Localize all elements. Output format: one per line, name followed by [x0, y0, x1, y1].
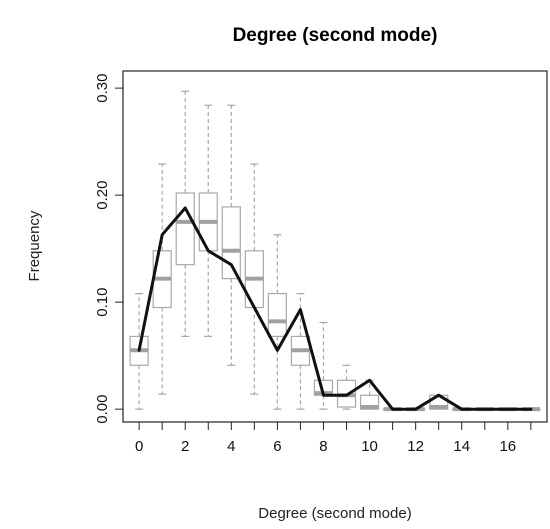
x-axis-label: Degree (second mode)	[258, 505, 411, 522]
box-9	[336, 364, 357, 410]
box-iqr	[175, 192, 195, 266]
frequency-line	[137, 206, 533, 411]
chart-title: Degree (second mode)	[233, 25, 438, 46]
line-layer	[137, 206, 533, 411]
x-tick-label-4: 4	[227, 438, 235, 455]
x-tick-label-2: 2	[181, 438, 189, 455]
x-axis: 0 2 4 6 8 10 12 14 16	[135, 422, 532, 455]
y-tick-label-3: 0.30	[94, 74, 111, 103]
boxplot-layer	[129, 90, 541, 412]
box-3	[198, 104, 218, 337]
x-tick-label-10: 10	[361, 438, 378, 455]
x-tick-label-12: 12	[407, 438, 424, 455]
box-6	[267, 234, 287, 410]
y-tick-label-2: 0.20	[94, 181, 111, 210]
x-tick-label-16: 16	[499, 438, 516, 455]
y-tick-label-1: 0.10	[94, 288, 111, 317]
y-tick-label-0: 0.00	[94, 395, 111, 424]
y-axis: 0.00 0.10 0.20 0.30	[94, 74, 123, 424]
box-5	[244, 163, 264, 395]
y-axis-label: Frequency	[26, 210, 43, 281]
box-7	[290, 292, 311, 410]
box-1	[152, 163, 172, 395]
box-4	[221, 104, 241, 366]
x-tick-label-14: 14	[453, 438, 470, 455]
x-tick-label-6: 6	[273, 438, 281, 455]
box-iqr	[267, 292, 287, 337]
plot-frame	[122, 70, 548, 423]
x-tick-label-0: 0	[135, 438, 143, 455]
x-tick-label-8: 8	[319, 438, 327, 455]
